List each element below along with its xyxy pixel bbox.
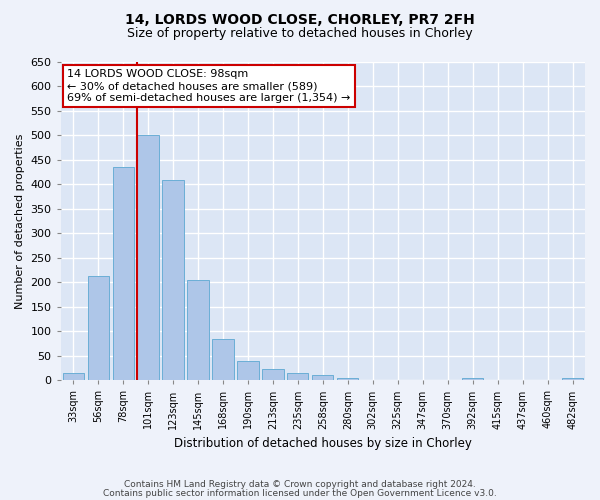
Bar xyxy=(187,280,209,380)
Bar xyxy=(337,378,358,380)
Bar xyxy=(137,135,159,380)
Bar xyxy=(562,378,583,380)
Bar xyxy=(287,373,308,380)
Bar xyxy=(312,376,334,380)
Text: Size of property relative to detached houses in Chorley: Size of property relative to detached ho… xyxy=(127,28,473,40)
Text: Contains public sector information licensed under the Open Government Licence v3: Contains public sector information licen… xyxy=(103,489,497,498)
Bar xyxy=(462,378,483,380)
Bar xyxy=(163,180,184,380)
Bar xyxy=(62,373,84,380)
Bar xyxy=(238,360,259,380)
Text: Contains HM Land Registry data © Crown copyright and database right 2024.: Contains HM Land Registry data © Crown c… xyxy=(124,480,476,489)
X-axis label: Distribution of detached houses by size in Chorley: Distribution of detached houses by size … xyxy=(174,437,472,450)
Y-axis label: Number of detached properties: Number of detached properties xyxy=(15,133,25,308)
Bar xyxy=(88,276,109,380)
Bar xyxy=(113,167,134,380)
Text: 14, LORDS WOOD CLOSE, CHORLEY, PR7 2FH: 14, LORDS WOOD CLOSE, CHORLEY, PR7 2FH xyxy=(125,12,475,26)
Bar xyxy=(212,338,233,380)
Text: 14 LORDS WOOD CLOSE: 98sqm
← 30% of detached houses are smaller (589)
69% of sem: 14 LORDS WOOD CLOSE: 98sqm ← 30% of deta… xyxy=(67,70,350,102)
Bar xyxy=(262,370,284,380)
